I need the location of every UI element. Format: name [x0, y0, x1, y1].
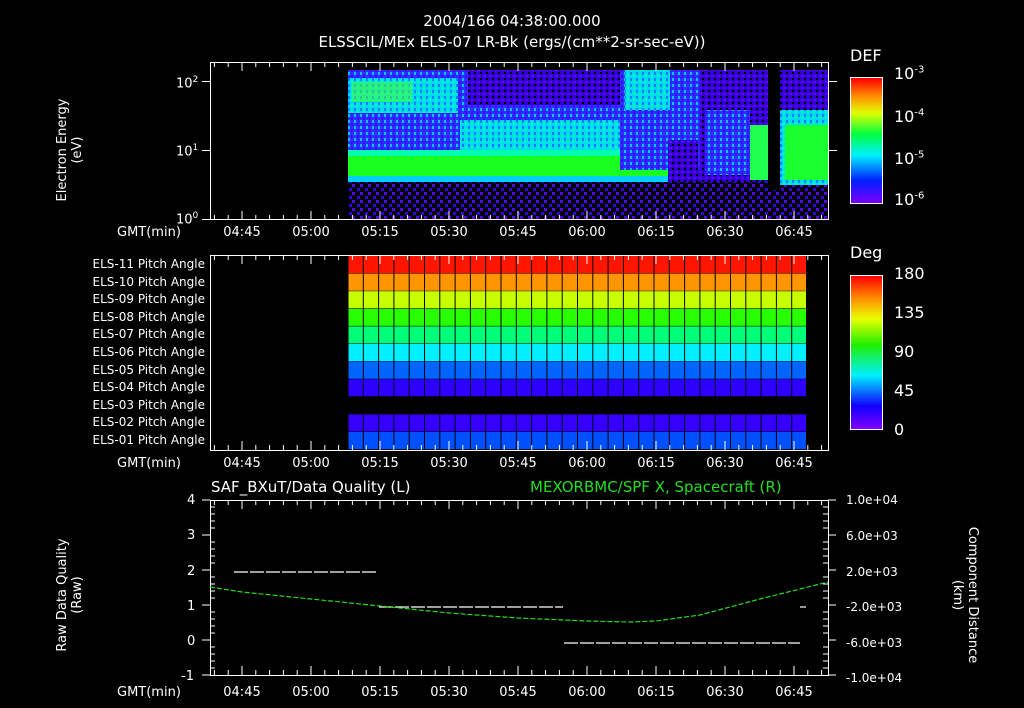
time-tick-label: 06:45	[775, 225, 813, 240]
time-tick-label: 06:00	[568, 685, 606, 700]
pitch-angle-row-label: ELS-04 Pitch Angle	[92, 380, 205, 395]
quality-line	[234, 571, 806, 644]
time-tick-label: 05:15	[361, 456, 399, 471]
pitch-angle-row-label: ELS-10 Pitch Angle	[92, 274, 205, 289]
distance-ytick: 2.0e+03	[846, 565, 898, 579]
def-cb-tick: 10-3	[894, 64, 925, 83]
energy-ytick-10: 101	[176, 143, 199, 160]
time-tick-label: 06:15	[637, 225, 675, 240]
spectrogram-data	[348, 70, 828, 219]
deg-cb-tick: 135	[894, 303, 925, 322]
time-tick-label: 06:45	[775, 685, 813, 700]
quality-ytick: 4	[187, 493, 196, 508]
energy-ytick-1: 100	[176, 211, 199, 228]
time-tick-label: 06:00	[568, 456, 606, 471]
deg-colorbar	[850, 275, 883, 430]
energy-plot-frame	[210, 62, 829, 220]
pitch-angle-row-label: ELS-01 Pitch Angle	[92, 433, 205, 447]
time-tick-label: 05:45	[499, 685, 537, 700]
deg-cb-tick: 180	[894, 264, 925, 283]
pitch-angle-row-label: ELS-09 Pitch Angle	[92, 292, 205, 307]
deg-cb-tick: 0	[894, 420, 905, 439]
time-tick-label: 06:30	[706, 685, 744, 700]
pitch-angle-row-label: ELS-03 Pitch Angle	[92, 397, 205, 412]
plot-timestamp: 2004/166 04:38:00.000	[423, 12, 601, 30]
time-tick-label: 05:45	[499, 225, 537, 240]
time-tick-label: 06:15	[637, 456, 675, 471]
distance-ytick: 6.0e+03	[846, 529, 898, 543]
def-cb-tick: 10-4	[894, 107, 925, 126]
distance-ytick: -2.0e+03	[846, 600, 903, 614]
time-tick-label: 05:30	[430, 456, 468, 471]
time-tick-label: 05:30	[430, 225, 468, 240]
quality-ytick: 0	[187, 634, 196, 649]
quality-plot-frame	[210, 500, 829, 676]
energy-ytick-100: 102	[176, 75, 199, 92]
plot-subtitle: ELSSCIL/MEx ELS-07 LR-Bk (ergs/(cm**2-sr…	[318, 33, 706, 51]
quality-ytick: 3	[187, 528, 196, 543]
quality-ytick: 2	[187, 564, 196, 579]
time-tick-label: 05:00	[292, 685, 330, 700]
pitch-angle-row-label: ELS-11 Pitch Angle	[92, 257, 205, 271]
time-tick-label: 04:45	[223, 685, 261, 700]
time-axis-label-2: GMT(min)	[117, 456, 181, 471]
pitch-angle-row-label: ELS-07 Pitch Angle	[92, 327, 205, 342]
quality-ytick: 1	[187, 599, 196, 614]
time-axis-label-3: GMT(min)	[117, 685, 181, 700]
time-tick-label: 06:30	[706, 225, 744, 240]
pitch-angle-row-label: ELS-06 Pitch Angle	[92, 345, 205, 359]
time-tick-label: 06:15	[637, 685, 675, 700]
time-tick-label: 05:15	[361, 225, 399, 240]
distance-ytick: 1.0e+04	[846, 493, 898, 507]
quality-title-left: SAF_BXuT/Data Quality (L)	[211, 478, 411, 496]
time-tick-label: 05:45	[499, 456, 537, 471]
deg-cb-tick: 45	[894, 381, 915, 400]
time-tick-label: 05:30	[430, 685, 468, 700]
def-cb-tick: 10-5	[894, 149, 925, 168]
quality-ytick: -1	[181, 669, 194, 684]
time-tick-label: 06:45	[775, 456, 813, 471]
pitch-angle-row-label: ELS-02 Pitch Angle	[92, 415, 205, 430]
pitch-angle-row-label: ELS-08 Pitch Angle	[92, 309, 205, 324]
orbit-x-line	[209, 581, 829, 623]
def-colorbar	[850, 77, 883, 204]
time-tick-label: 06:00	[568, 225, 606, 240]
distance-ytick: -6.0e+03	[846, 636, 903, 650]
time-tick-label: 05:15	[361, 685, 399, 700]
def-colorbar-title: DEF	[850, 46, 882, 65]
time-axis-label-1: GMT(min)	[117, 225, 181, 240]
time-tick-label: 05:00	[292, 225, 330, 240]
distance-ytick: -1.0e+04	[846, 671, 903, 685]
deg-colorbar-title: Deg	[850, 243, 883, 262]
deg-cb-tick: 90	[894, 342, 915, 361]
def-cb-tick: 10-6	[894, 190, 925, 209]
orbit-title-right: MEXORBMC/SPF X, Spacecraft (R)	[530, 478, 782, 496]
pitch-angle-frame	[210, 255, 829, 451]
time-tick-label: 04:45	[223, 456, 261, 471]
time-tick-label: 04:45	[223, 225, 261, 240]
time-tick-label: 06:30	[706, 456, 744, 471]
pitch-angle-row-label: ELS-05 Pitch Angle	[92, 362, 205, 377]
time-tick-label: 05:00	[292, 456, 330, 471]
